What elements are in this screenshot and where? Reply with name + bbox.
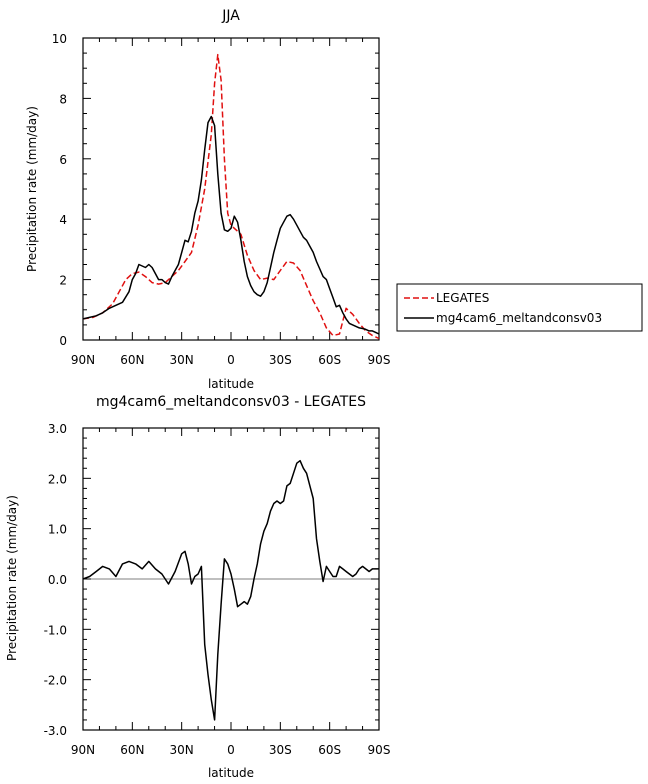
x-tick-label: 60S: [318, 743, 341, 757]
y-tick-label: 2.0: [48, 472, 67, 486]
legend: LEGATES mg4cam6_meltandconsv03: [396, 283, 643, 332]
x-tick-label: 30N: [170, 353, 194, 367]
x-tick-label: 0: [227, 743, 235, 757]
y-tick-label: -2.0: [44, 674, 67, 688]
y-tick-label: 0.0: [48, 573, 67, 587]
x-tick-label: 30S: [269, 743, 292, 757]
y-tick-label: -3.0: [44, 724, 67, 738]
legend-label: LEGATES: [436, 291, 489, 305]
chart-title: JJA: [221, 8, 240, 24]
x-tick-label: 60N: [120, 743, 144, 757]
chart-bottom: mg4cam6_meltandconsv03 - LEGATES 90N 60N 3…: [5, 394, 390, 780]
legend-box: [396, 283, 643, 332]
y-axis-label: Precipitation rate (mm/day): [5, 495, 19, 661]
y-tick-label: 1.0: [48, 523, 67, 537]
y-tick-label: 8: [59, 92, 67, 106]
x-tick-label: 90N: [71, 743, 95, 757]
y-tick-label: 10: [52, 32, 67, 46]
series-line-legates: [82, 53, 380, 340]
x-tick-label: 60S: [318, 353, 341, 367]
x-axis-label: latitude: [208, 766, 254, 780]
x-axis-label: latitude: [208, 377, 254, 391]
x-tick-label: 30N: [170, 743, 194, 757]
y-tick-label: 4: [59, 213, 67, 227]
x-tick-label: 0: [227, 353, 235, 367]
chart-title: mg4cam6_meltandconsv03 - LEGATES: [96, 394, 366, 410]
y-axis-label: Precipitation rate (mm/day): [25, 106, 39, 272]
series-line-model: [82, 115, 380, 335]
series-line-difference: [82, 459, 379, 721]
x-tick-label: 90S: [368, 353, 391, 367]
y-tick-label: -1.0: [44, 623, 67, 637]
y-tick-label: 0: [59, 334, 67, 348]
x-tick-label: 90N: [71, 353, 95, 367]
x-tick-label: 90S: [368, 743, 391, 757]
y-tick-label: 6: [59, 153, 67, 167]
y-tick-label: 2: [59, 274, 67, 288]
x-tick-label: 30S: [269, 353, 292, 367]
legend-label: mg4cam6_meltandconsv03: [436, 311, 602, 325]
x-tick-label: 60N: [120, 353, 144, 367]
y-tick-label: 3.0: [48, 422, 67, 436]
